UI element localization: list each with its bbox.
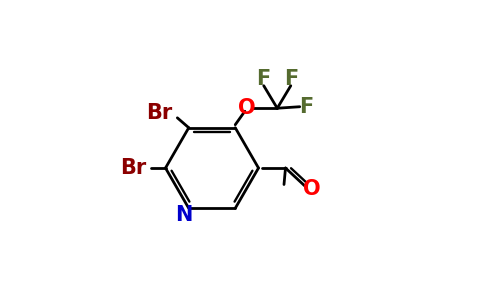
Text: O: O [303, 179, 321, 199]
Text: Br: Br [146, 103, 172, 123]
Text: N: N [175, 205, 192, 225]
Text: Br: Br [120, 158, 146, 178]
Text: O: O [239, 98, 256, 118]
Text: F: F [299, 97, 314, 117]
Text: F: F [284, 69, 298, 89]
Text: F: F [257, 69, 271, 89]
